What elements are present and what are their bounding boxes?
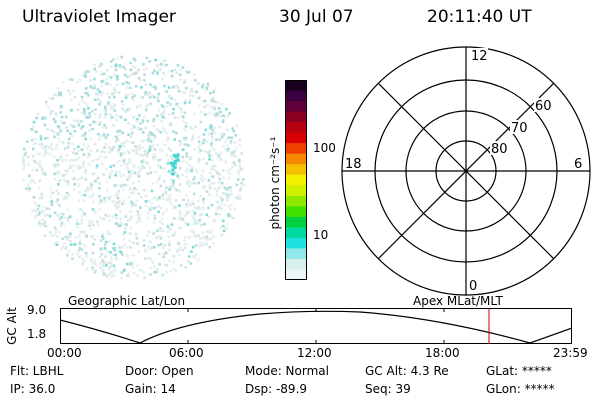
lat-label-60: 60 (535, 99, 552, 114)
x-tick-1: 06:00 (169, 346, 204, 360)
colorbar-swatch (285, 80, 307, 92)
seq-status: Seq: 39 (365, 382, 411, 396)
colorbar-swatch (285, 195, 307, 207)
observation-time: 20:11:40 UT (427, 7, 532, 27)
mlat-mlt-polar-grid: 12 6 0 18 60 70 80 (341, 46, 591, 296)
polar-diagonal-2 (377, 82, 555, 260)
colorbar-swatch (285, 237, 307, 249)
uv-auroral-image (21, 55, 246, 280)
hour-label-18: 18 (345, 157, 362, 172)
colorbar-swatch (285, 258, 307, 270)
mode-status: Mode: Normal (245, 364, 329, 378)
colorbar-swatch (285, 122, 307, 134)
colorbar-tick-10: 10 (313, 228, 329, 242)
bright-spot (174, 155, 178, 158)
bright-spot (171, 172, 175, 176)
bright-spot (176, 153, 180, 157)
colorbar-swatch (285, 153, 307, 165)
colorbar-swatch (285, 227, 307, 239)
bright-spot (170, 161, 173, 165)
colorbar-swatch (285, 206, 307, 218)
colorbar-swatch (285, 132, 307, 144)
intensity-colorbar (285, 80, 307, 280)
altitude-curve (60, 310, 572, 344)
colorbar-swatch (285, 248, 307, 260)
alt-axis-label: GC Alt (4, 307, 19, 345)
bright-spot (172, 162, 176, 166)
colorbar-swatch (285, 101, 307, 113)
colorbar-swatch (285, 143, 307, 155)
x-tick-4: 23:59 (553, 346, 588, 360)
glat-status: GLat: ***** (486, 364, 552, 378)
bright-spot (172, 164, 175, 168)
dsp-status: Dsp: -89.9 (245, 382, 308, 396)
bright-spot (171, 168, 175, 172)
colorbar-swatch (285, 164, 307, 176)
geographic-caption: Geographic Lat/Lon (68, 294, 186, 308)
colorbar-swatch (285, 111, 307, 123)
apex-caption: Apex MLat/MLT (413, 294, 503, 308)
observation-date: 30 Jul 07 (279, 7, 354, 27)
x-tick-0: 00:00 (47, 346, 82, 360)
bright-spot (172, 153, 176, 157)
filter-status: Flt: LBHL (10, 364, 64, 378)
x-tick-3: 18:00 (425, 346, 460, 360)
gc-alt-status: GC Alt: 4.3 Re (365, 364, 449, 378)
hour-label-6: 6 (574, 157, 582, 172)
x-tick-2: 12:00 (297, 346, 332, 360)
hour-label-0: 0 (469, 279, 477, 294)
bright-spot (173, 165, 177, 169)
colorbar-swatch (285, 90, 307, 102)
colorbar-swatch (285, 216, 307, 228)
colorbar-swatch (285, 174, 307, 186)
alt-tick-top: 9.0 (27, 303, 47, 317)
colorbar-swatch (285, 269, 307, 280)
orbit-altitude-plot (60, 308, 572, 344)
colorbar-swatch (285, 185, 307, 197)
lat-label-70: 70 (511, 121, 528, 136)
gain-status: Gain: 14 (125, 382, 176, 396)
colorbar-tick-100: 100 (313, 141, 336, 155)
door-status: Door: Open (125, 364, 194, 378)
instrument-title: Ultraviolet Imager (22, 7, 176, 27)
glon-status: GLon: ***** (486, 382, 555, 396)
alt-tick-bottom: 1.8 (27, 327, 47, 341)
bright-spot (176, 158, 180, 162)
colorbar-unit-label: photon cm⁻²s⁻¹ (268, 136, 282, 230)
hour-label-12: 12 (471, 49, 488, 64)
lat-label-80: 80 (491, 142, 508, 157)
ip-status: IP: 36.0 (10, 382, 56, 396)
bright-spot (173, 159, 177, 163)
